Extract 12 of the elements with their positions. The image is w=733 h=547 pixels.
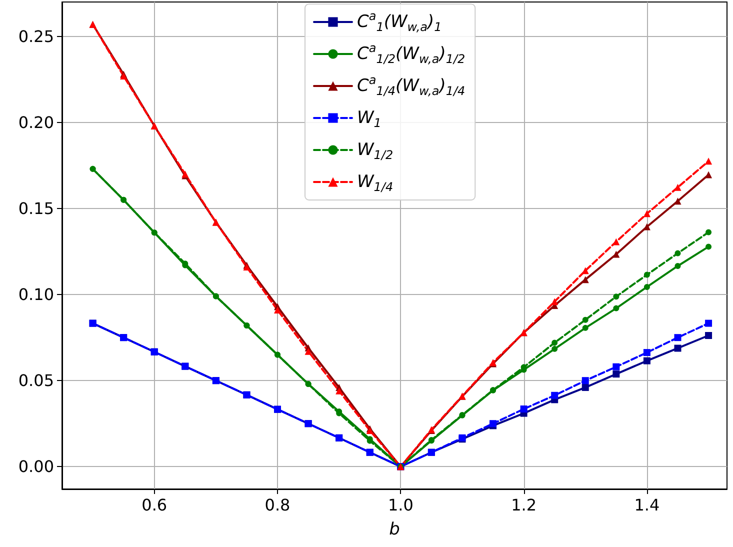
x-tick-label: 0.6 bbox=[142, 496, 168, 514]
y-tick-label: 0.00 bbox=[18, 457, 54, 476]
y-tick-label: 0.05 bbox=[18, 371, 54, 390]
x-tick-label: 0.8 bbox=[264, 496, 290, 514]
x-tick-label: 1.4 bbox=[634, 496, 660, 514]
y-tick-label: 0.25 bbox=[18, 26, 54, 46]
y-tick-label: 0.20 bbox=[18, 112, 54, 132]
y-tick-label: 0.10 bbox=[18, 285, 54, 304]
x-tick-label: 1.0 bbox=[388, 496, 414, 514]
x-tick-label: 1.2 bbox=[511, 496, 537, 514]
y-tick-label: 0.15 bbox=[18, 199, 54, 218]
x-axis-title: b bbox=[389, 520, 400, 540]
